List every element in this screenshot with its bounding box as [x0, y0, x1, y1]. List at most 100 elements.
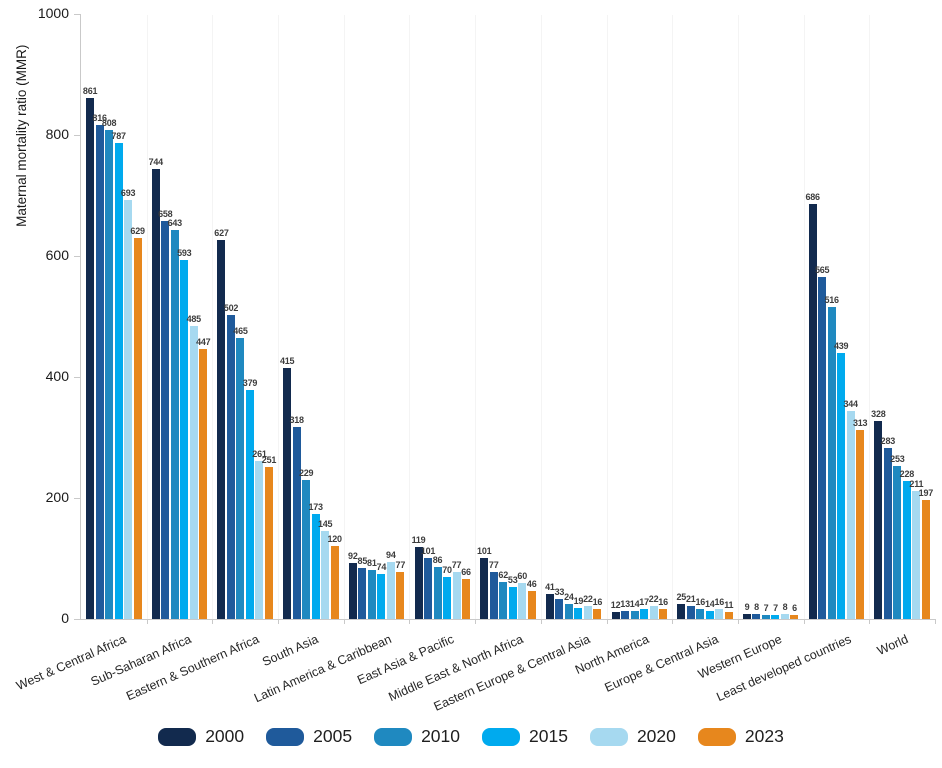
bar-2005	[358, 567, 367, 619]
bar-column: 77	[452, 15, 462, 619]
bar-2005	[555, 599, 564, 619]
column-separator	[540, 15, 542, 619]
legend-swatch	[697, 727, 736, 746]
bar-value-label: 77	[395, 560, 406, 571]
bar-value-label: 74	[376, 562, 387, 573]
bar-value-label: 77	[488, 560, 499, 571]
column-separator	[475, 15, 477, 619]
bar-2015	[640, 608, 649, 619]
x-axis-tick	[672, 619, 674, 624]
bar-value-label: 251	[261, 455, 277, 466]
bar-column: 465	[233, 15, 248, 619]
bar-2020	[583, 605, 592, 619]
y-axis-tick-label: 200	[45, 489, 69, 505]
bar-2010	[433, 566, 442, 619]
bar-column: 228	[900, 15, 914, 619]
bar-2000	[414, 547, 423, 619]
bar-column: 328	[871, 15, 886, 619]
bar-value-label: 92	[348, 551, 358, 562]
bar-2010	[761, 614, 770, 619]
y-axis-tick-label: 600	[45, 247, 69, 263]
bar-2020	[321, 531, 330, 619]
x-axis-tick	[869, 619, 871, 624]
category-label: Europe & Central Asia	[602, 632, 721, 695]
y-axis-tick-label: 1000	[37, 5, 69, 21]
bar-value-label: 415	[279, 355, 295, 366]
bar-column: 658	[158, 15, 173, 619]
bar-value-label: 13	[620, 599, 630, 610]
legend-item-2023[interactable]: 2023	[697, 726, 784, 747]
bar-2020	[846, 410, 855, 619]
bar-2010	[696, 609, 705, 619]
bar-column: 313	[852, 15, 868, 619]
bar-column: 816	[92, 15, 107, 619]
legend-swatch	[482, 727, 520, 746]
bar-column: 229	[299, 15, 314, 619]
bar-2000	[677, 603, 686, 619]
bar-2005	[621, 611, 630, 619]
bar-column: 13	[620, 15, 630, 619]
legend-item-2010[interactable]: 2010	[374, 726, 460, 747]
bar-groups: 861 816 808 787 693 629 744 658 643 593 485 447 627 5…	[81, 15, 935, 619]
legend-label: 2015	[529, 726, 568, 746]
bar-value-label: 16	[592, 597, 603, 608]
bar-value-label: 7	[773, 602, 778, 613]
bar-column: 8	[752, 15, 761, 619]
x-axis-tick	[146, 619, 148, 624]
bar-2010	[236, 337, 245, 619]
bar-2015	[771, 614, 780, 619]
legend-swatch	[374, 727, 413, 746]
y-axis-tick-label: 0	[61, 610, 69, 626]
category-label: Least developed countries	[714, 632, 854, 705]
legend-item-2020[interactable]: 2020	[589, 726, 676, 747]
bar-column: 24	[564, 15, 574, 619]
bar-2000	[742, 613, 751, 619]
bar-value-label: 693	[120, 187, 136, 198]
bar-2020	[780, 614, 789, 619]
bar-2005	[883, 447, 892, 619]
legend-item-2015[interactable]: 2015	[482, 726, 568, 747]
bar-value-label: 344	[843, 398, 858, 409]
bar-value-label: 173	[308, 502, 323, 513]
bar-group: 92 85 81 74 94 77	[344, 15, 410, 619]
bar-column: 686	[805, 15, 820, 619]
bar-2000	[808, 203, 817, 619]
bar-2020	[255, 461, 264, 619]
bar-value-label: 816	[92, 113, 107, 124]
bar-column: 16	[592, 15, 603, 619]
bar-2015	[245, 389, 254, 619]
bar-value-label: 313	[852, 417, 868, 428]
bar-2000	[283, 367, 292, 619]
bar-2015	[508, 586, 517, 619]
bar-group: 627 502 465 379 261 251	[212, 15, 278, 619]
bar-group: 101 77 62 53 60 46	[475, 15, 541, 619]
bar-2010	[105, 130, 114, 619]
bar-2015	[311, 514, 320, 619]
bar-2000	[151, 168, 160, 619]
y-axis-tick	[74, 376, 81, 378]
bar-2023	[264, 467, 273, 619]
bar-value-label: 101	[420, 545, 436, 556]
bar-value-label: 379	[242, 377, 258, 388]
bar-2010	[302, 480, 311, 619]
bar-value-label: 66	[461, 567, 471, 578]
bar-2015	[180, 260, 189, 619]
bar-value-label: 593	[177, 248, 192, 259]
bar-value-label: 7	[763, 602, 769, 613]
bar-value-label: 808	[101, 118, 117, 129]
bar-value-label: 70	[442, 564, 452, 575]
bar-value-label: 86	[432, 554, 443, 565]
bar-column: 7	[761, 15, 770, 619]
column-separator	[146, 15, 148, 619]
bar-value-label: 24	[564, 592, 574, 603]
legend-item-2005[interactable]: 2005	[266, 726, 352, 747]
legend-item-2000[interactable]: 2000	[158, 726, 244, 747]
legend-label: 2005	[313, 726, 353, 746]
bar-column: 253	[890, 15, 905, 619]
bar-column: 77	[395, 15, 406, 619]
bar-value-label: 565	[814, 265, 830, 276]
bar-value-label: 22	[648, 593, 659, 604]
bar-value-label: 33	[554, 587, 565, 598]
bar-2020	[518, 582, 527, 619]
bar-value-label: 16	[714, 597, 725, 608]
